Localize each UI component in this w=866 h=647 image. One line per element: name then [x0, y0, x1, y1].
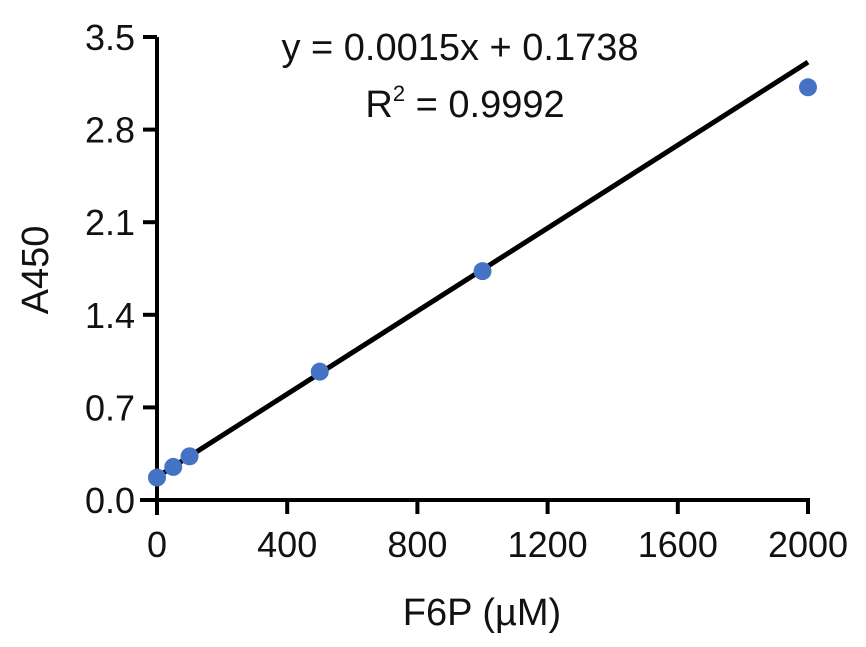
y-tick-label: 0.0 [85, 480, 135, 521]
r2-label: R2 = 0.9992 [365, 81, 564, 126]
y-tick-label: 1.4 [85, 295, 135, 336]
data-point [148, 468, 166, 487]
data-point [310, 362, 329, 381]
x-axis-label: F6P (µM) [403, 592, 561, 634]
x-tick-label: 2000 [768, 524, 848, 565]
x-tick-label: 1600 [638, 524, 718, 565]
y-tick-label: 2.8 [85, 110, 135, 151]
data-point [164, 457, 183, 476]
data-point [180, 447, 199, 466]
x-tick-label: 400 [257, 524, 317, 565]
y-tick-label: 2.1 [85, 202, 135, 243]
x-tick-label: 0 [147, 524, 167, 565]
y-tick-label: 0.7 [85, 387, 135, 428]
y-axis-label: A450 [15, 226, 57, 315]
equation-label: y = 0.0015x + 0.1738 [281, 27, 638, 69]
x-tick-label: 800 [387, 524, 447, 565]
x-tick-label: 1200 [508, 524, 588, 565]
y-tick-label: 3.5 [85, 17, 135, 58]
data-point [799, 78, 817, 97]
data-point [473, 262, 492, 281]
